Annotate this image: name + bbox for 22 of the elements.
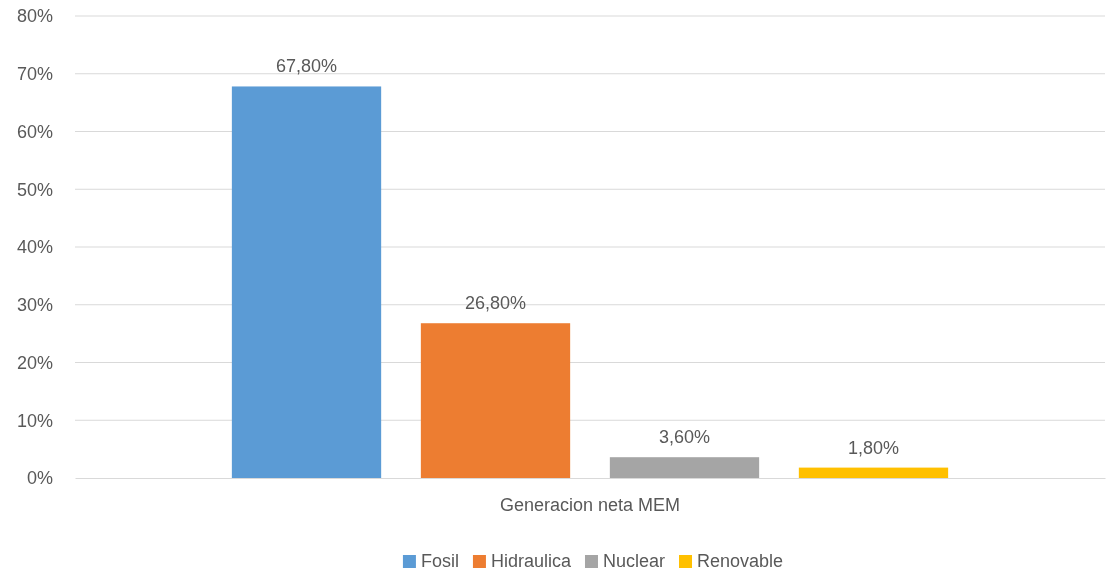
y-tick-label: 50%	[16, 179, 53, 200]
bar	[231, 86, 382, 478]
legend-label: Fosil	[420, 551, 459, 571]
y-tick-label: 60%	[16, 121, 53, 142]
x-tick-label: Generacion neta MEM	[499, 494, 681, 515]
bar	[798, 467, 949, 478]
data-label: 67,80%	[275, 56, 338, 77]
bar	[609, 457, 760, 478]
data-label: 1,80%	[847, 437, 900, 458]
y-tick-label: 40%	[16, 237, 53, 258]
y-tick-label: 20%	[16, 352, 53, 373]
data-label: 26,80%	[464, 293, 527, 314]
y-tick-label: 80%	[16, 6, 53, 27]
legend-label: Renovable	[697, 551, 784, 571]
y-tick-label: 30%	[16, 295, 53, 316]
legend-label: Nuclear	[602, 551, 666, 571]
y-tick-label: 0%	[26, 468, 53, 489]
y-tick-label: 70%	[16, 64, 53, 85]
legend-label: Hidraulica	[490, 551, 572, 571]
y-tick-label: 10%	[16, 410, 53, 431]
bar	[420, 323, 571, 478]
data-label: 3,60%	[658, 427, 711, 448]
